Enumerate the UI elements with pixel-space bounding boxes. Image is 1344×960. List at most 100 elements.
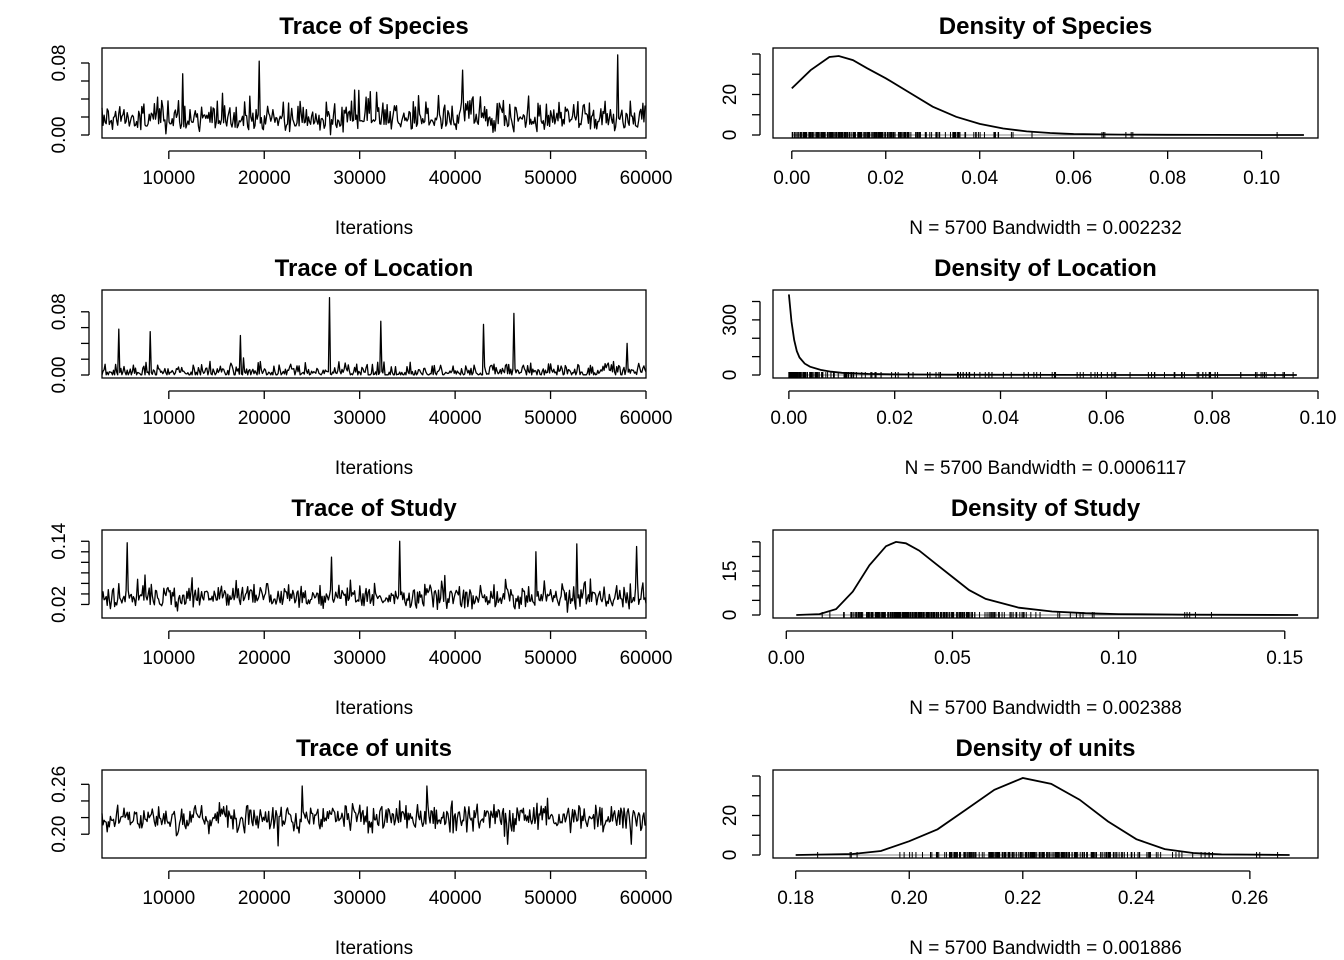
x-tick-label: 50000 <box>524 888 577 909</box>
plot-frame <box>772 529 1319 619</box>
x-tick-label: 0.22 <box>1004 888 1041 909</box>
x-tick-label: 0.24 <box>1118 888 1155 909</box>
x-tick-label: 0.20 <box>891 888 928 909</box>
panel-title: Density of Study <box>951 495 1141 522</box>
rug-marks <box>817 852 1279 858</box>
x-axis-label: Iterations <box>335 698 413 719</box>
x-tick-label: 0.08 <box>1194 408 1231 429</box>
x-tick-label: 40000 <box>429 408 482 429</box>
x-axis-label: Iterations <box>335 218 413 239</box>
y-tick-label: 0.08 <box>49 293 70 330</box>
trace-line <box>101 540 647 613</box>
x-tick-label: 0.18 <box>777 888 814 909</box>
y-tick-label: 0 <box>720 370 741 381</box>
x-tick-label: 30000 <box>333 168 386 189</box>
panel-title: Density of units <box>955 735 1135 762</box>
x-axis-label: N = 5700 Bandwidth = 0.002388 <box>909 698 1182 719</box>
x-tick-label: 50000 <box>524 168 577 189</box>
y-tick-label: 0.00 <box>49 357 70 394</box>
x-tick-label: 10000 <box>142 168 195 189</box>
plot-frame <box>101 529 647 619</box>
x-tick-label: 50000 <box>524 648 577 669</box>
x-tick-label: 0.04 <box>982 408 1019 429</box>
x-tick-label: 0.00 <box>768 648 805 669</box>
density-curve <box>788 294 1297 376</box>
y-tick-label: 0.14 <box>49 522 70 559</box>
x-tick-label: 0.10 <box>1243 168 1280 189</box>
x-axis-label: N = 5700 Bandwidth = 0.001886 <box>909 938 1182 959</box>
x-tick-label: 0.10 <box>1100 648 1137 669</box>
y-tick-label: 15 <box>720 561 741 582</box>
y-tick-label: 20 <box>720 805 741 826</box>
y-tick-label: 0.26 <box>49 766 70 803</box>
x-tick-label: 0.02 <box>867 168 904 189</box>
x-axis-label: N = 5700 Bandwidth = 0.0006117 <box>905 458 1187 479</box>
x-tick-label: 40000 <box>429 648 482 669</box>
density-curve <box>791 55 1304 136</box>
x-axis-label: Iterations <box>335 458 413 479</box>
x-tick-label: 30000 <box>333 408 386 429</box>
trace-panel-4: Trace of Study 10000 20000 30000 40000 50000 6… <box>49 495 672 719</box>
x-tick-label: 10000 <box>142 408 195 429</box>
density-panel-5: Density of Study 0.00 0.05 0.10 0.15 N = 5700… <box>720 495 1319 719</box>
density-curve <box>795 777 1290 856</box>
x-tick-label: 0.02 <box>876 408 913 429</box>
y-tick-label: 0.20 <box>49 816 70 853</box>
x-tick-label: 40000 <box>429 888 482 909</box>
trace-panel-0: Trace of Species 10000 20000 30000 40000 5000… <box>49 13 672 239</box>
trace-line <box>101 54 647 136</box>
panel-title: Density of Location <box>934 255 1157 282</box>
trace-line <box>101 785 647 847</box>
y-tick-label: 0.08 <box>49 45 70 82</box>
x-axis-label: N = 5700 Bandwidth = 0.002232 <box>909 218 1182 239</box>
x-tick-label: 0.26 <box>1231 888 1268 909</box>
density-curve <box>796 540 1299 616</box>
x-tick-label: 60000 <box>620 168 673 189</box>
x-tick-label: 60000 <box>620 408 673 429</box>
y-tick-label: 0.00 <box>49 117 70 154</box>
x-tick-label: 0.05 <box>934 648 971 669</box>
x-tick-label: 0.04 <box>961 168 998 189</box>
y-tick-label: 0.02 <box>49 586 70 623</box>
panel-title: Density of Species <box>939 13 1152 40</box>
y-tick-label: 300 <box>720 304 741 336</box>
x-tick-label: 20000 <box>238 648 291 669</box>
x-tick-label: 10000 <box>142 648 195 669</box>
x-axis-label: Iterations <box>335 938 413 959</box>
x-tick-label: 0.10 <box>1300 408 1337 429</box>
rug-marks <box>791 132 1278 138</box>
trace-panel-2: Trace of Location 10000 20000 30000 40000 500… <box>49 255 672 479</box>
x-tick-label: 0.15 <box>1266 648 1303 669</box>
density-panel-3: Density of Location 0.00 0.02 0.04 0.06 0.08 0… <box>720 255 1336 479</box>
x-tick-label: 30000 <box>333 648 386 669</box>
y-tick-label: 0 <box>720 130 741 141</box>
y-tick-label: 20 <box>720 84 741 105</box>
x-tick-label: 40000 <box>429 168 482 189</box>
plot-frame <box>772 47 1319 139</box>
x-tick-label: 30000 <box>333 888 386 909</box>
x-tick-label: 60000 <box>620 648 673 669</box>
x-tick-label: 0.06 <box>1088 408 1125 429</box>
x-tick-label: 0.06 <box>1055 168 1092 189</box>
panel-title: Trace of Study <box>291 495 457 522</box>
panel-title: Trace of Species <box>279 13 468 40</box>
x-tick-label: 20000 <box>238 408 291 429</box>
x-tick-label: 0.08 <box>1149 168 1186 189</box>
rug-marks <box>821 612 1212 618</box>
x-tick-label: 20000 <box>238 888 291 909</box>
trace-panel-6: Trace of units 10000 20000 30000 40000 50000 6… <box>49 735 672 959</box>
density-panel-7: Density of units 0.18 0.20 0.22 0.24 0.26 N = … <box>720 735 1319 959</box>
x-tick-label: 0.00 <box>770 408 807 429</box>
plot-frame <box>772 769 1319 859</box>
y-tick-label: 0 <box>720 850 741 861</box>
y-tick-label: 0 <box>720 610 741 621</box>
x-tick-label: 20000 <box>238 168 291 189</box>
plot-frame <box>772 289 1319 379</box>
plot-frame <box>101 289 647 379</box>
x-tick-label: 0.00 <box>773 168 810 189</box>
panel-title: Trace of Location <box>275 255 474 282</box>
rug-marks <box>788 372 1294 378</box>
x-tick-label: 10000 <box>142 888 195 909</box>
density-panel-1: Density of Species 0.00 0.02 0.04 0.06 0.08 0.… <box>720 13 1319 239</box>
plot-frame <box>101 47 647 139</box>
